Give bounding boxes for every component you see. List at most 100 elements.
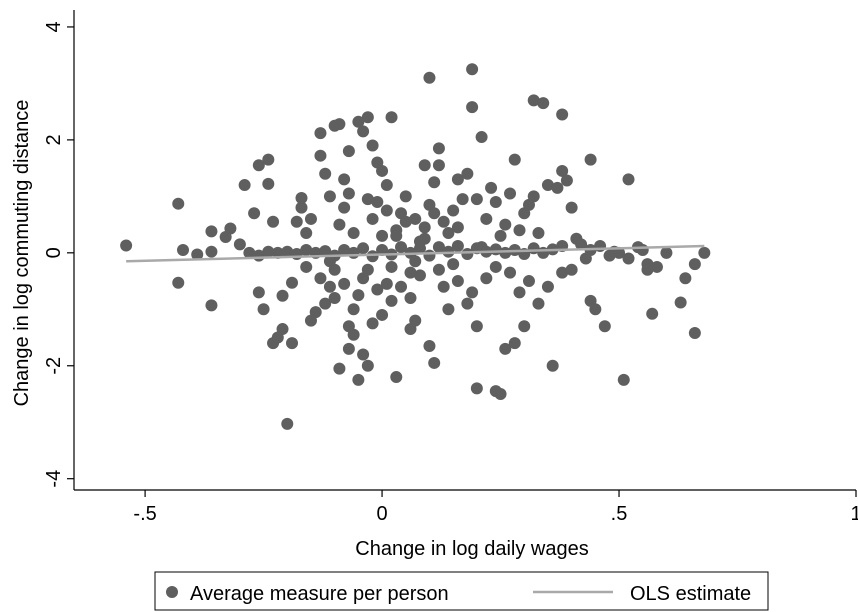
- scatter-point: [395, 241, 408, 254]
- scatter-point: [276, 323, 289, 336]
- scatter-point: [376, 164, 389, 177]
- scatter-point: [304, 212, 317, 225]
- scatter-point: [546, 359, 559, 372]
- scatter-point: [447, 258, 460, 271]
- y-axis-title: Change in log commuting distance: [11, 100, 33, 407]
- scatter-point: [257, 303, 270, 316]
- y-tick-label: 2: [43, 134, 65, 145]
- scatter-point: [338, 244, 351, 256]
- scatter-point: [456, 193, 469, 206]
- scatter-point: [376, 229, 389, 242]
- scatter-point: [489, 260, 502, 273]
- scatter-point: [177, 244, 190, 256]
- scatter-point: [191, 248, 204, 261]
- scatter-point: [660, 246, 673, 259]
- scatter-point: [342, 187, 355, 200]
- scatter-point: [650, 260, 663, 273]
- scatter-point: [338, 173, 351, 186]
- scatter-point: [281, 245, 294, 258]
- scatter-point: [295, 192, 308, 205]
- scatter-point: [252, 286, 265, 299]
- scatter-point: [451, 173, 464, 186]
- scatter-point: [366, 212, 379, 225]
- scatter-point: [262, 153, 275, 166]
- scatter-point: [172, 276, 185, 289]
- scatter-point: [248, 207, 261, 220]
- scatter-point: [357, 125, 370, 138]
- scatter-point: [418, 221, 431, 234]
- scatter-point: [390, 224, 403, 237]
- scatter-point: [271, 246, 284, 259]
- scatter-point: [641, 263, 654, 276]
- scatter-point: [371, 196, 384, 208]
- legend-label-points: Average measure per person: [190, 583, 449, 605]
- scatter-point: [219, 231, 232, 244]
- scatter-point: [432, 241, 445, 254]
- scatter-point: [342, 342, 355, 355]
- scatter-point: [304, 314, 317, 327]
- scatter-point: [286, 276, 299, 289]
- legend-marker-points: [166, 586, 178, 598]
- scatter-point: [432, 142, 445, 155]
- scatter-point: [674, 296, 687, 309]
- scatter-point: [688, 327, 701, 340]
- scatter-point: [499, 246, 512, 259]
- scatter-point: [342, 145, 355, 158]
- scatter-point: [390, 371, 403, 384]
- scatter-point: [556, 108, 569, 121]
- scatter-point: [504, 266, 517, 279]
- scatter-point: [622, 173, 635, 186]
- scatter-point: [428, 176, 441, 189]
- scatter-point: [276, 289, 289, 302]
- scatter-point: [385, 111, 398, 124]
- scatter-point: [575, 238, 588, 251]
- scatter-point: [423, 340, 436, 352]
- x-tick-label: 0: [376, 503, 387, 525]
- scatter-point: [243, 246, 256, 259]
- scatter-point: [428, 207, 441, 220]
- scatter-point: [295, 201, 308, 214]
- scatter-point: [504, 187, 517, 200]
- scatter-point: [541, 280, 554, 293]
- scatter-point: [347, 227, 360, 240]
- scatter-point: [361, 193, 374, 206]
- scatter-point: [451, 221, 464, 234]
- scatter-point: [366, 317, 379, 330]
- scatter-point: [522, 198, 535, 211]
- scatter-point: [584, 153, 597, 166]
- scatter-point: [565, 201, 578, 214]
- scatter-point: [485, 181, 498, 194]
- scatter-point: [267, 215, 280, 228]
- scatter-point: [319, 167, 332, 180]
- scatter-point: [314, 127, 327, 140]
- scatter-point: [385, 294, 398, 307]
- scatter-point: [404, 266, 417, 279]
- x-axis-title: Change in log daily wages: [355, 538, 589, 560]
- scatter-point: [319, 297, 332, 310]
- y-tick-label: -2: [43, 357, 65, 375]
- scatter-point: [252, 159, 265, 172]
- scatter-point: [537, 97, 550, 110]
- scatter-point: [499, 218, 512, 231]
- scatter-point: [333, 218, 346, 231]
- y-tick-label: 0: [43, 247, 65, 258]
- scatter-point: [461, 297, 474, 310]
- scatter-point: [399, 215, 412, 228]
- scatter-point: [579, 252, 592, 265]
- scatter-point: [323, 280, 336, 293]
- scatter-point: [366, 139, 379, 152]
- scatter-point: [413, 269, 426, 282]
- scatter-point: [508, 337, 521, 350]
- plot-marks: [120, 63, 711, 430]
- scatter-point: [338, 277, 351, 290]
- scatter-point: [286, 337, 299, 350]
- scatter-point: [333, 362, 346, 375]
- scatter-point: [556, 266, 569, 279]
- scatter-point: [636, 244, 649, 256]
- scatter-point: [404, 323, 417, 336]
- scatter-point: [527, 94, 540, 107]
- scatter-point: [371, 283, 384, 296]
- scatter-point: [489, 196, 502, 208]
- scatter-point: [470, 193, 483, 206]
